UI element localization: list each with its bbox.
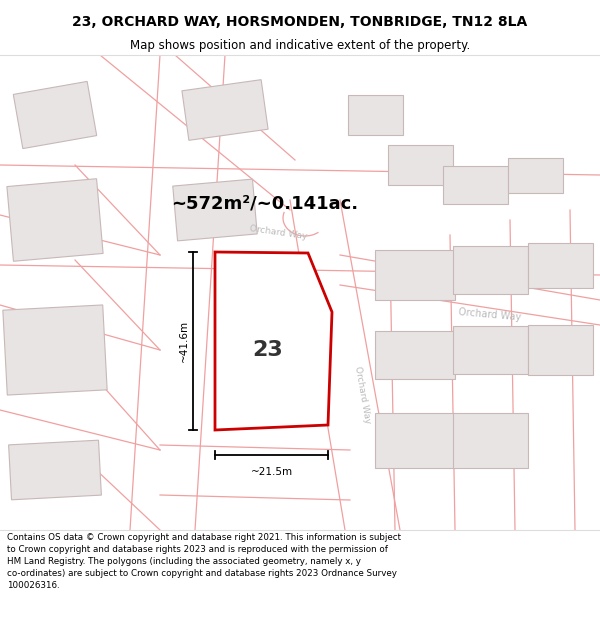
Polygon shape xyxy=(347,95,403,135)
Polygon shape xyxy=(375,331,455,379)
Text: Orchard Way: Orchard Way xyxy=(458,308,522,322)
Text: ~21.5m: ~21.5m xyxy=(250,467,293,477)
Polygon shape xyxy=(527,242,593,288)
Polygon shape xyxy=(443,166,508,204)
Text: Contains OS data © Crown copyright and database right 2021. This information is : Contains OS data © Crown copyright and d… xyxy=(7,533,401,591)
Text: 23, ORCHARD WAY, HORSMONDEN, TONBRIDGE, TN12 8LA: 23, ORCHARD WAY, HORSMONDEN, TONBRIDGE, … xyxy=(73,16,527,29)
Polygon shape xyxy=(375,412,455,468)
Text: ~572m²/~0.141ac.: ~572m²/~0.141ac. xyxy=(172,194,359,212)
Polygon shape xyxy=(452,412,527,468)
Polygon shape xyxy=(508,158,563,192)
Polygon shape xyxy=(388,145,452,185)
Polygon shape xyxy=(452,326,527,374)
Polygon shape xyxy=(215,252,332,430)
Text: Orchard Way: Orchard Way xyxy=(353,366,371,424)
Polygon shape xyxy=(8,440,101,500)
Polygon shape xyxy=(7,179,103,261)
Text: 23: 23 xyxy=(253,340,283,360)
Text: ~41.6m: ~41.6m xyxy=(179,320,189,362)
Polygon shape xyxy=(375,250,455,300)
Polygon shape xyxy=(182,79,268,141)
Polygon shape xyxy=(452,246,527,294)
Polygon shape xyxy=(13,81,97,149)
Polygon shape xyxy=(3,305,107,395)
Polygon shape xyxy=(173,179,257,241)
Text: Orchard Way: Orchard Way xyxy=(248,224,307,241)
Polygon shape xyxy=(527,325,593,375)
Text: Map shows position and indicative extent of the property.: Map shows position and indicative extent… xyxy=(130,39,470,51)
